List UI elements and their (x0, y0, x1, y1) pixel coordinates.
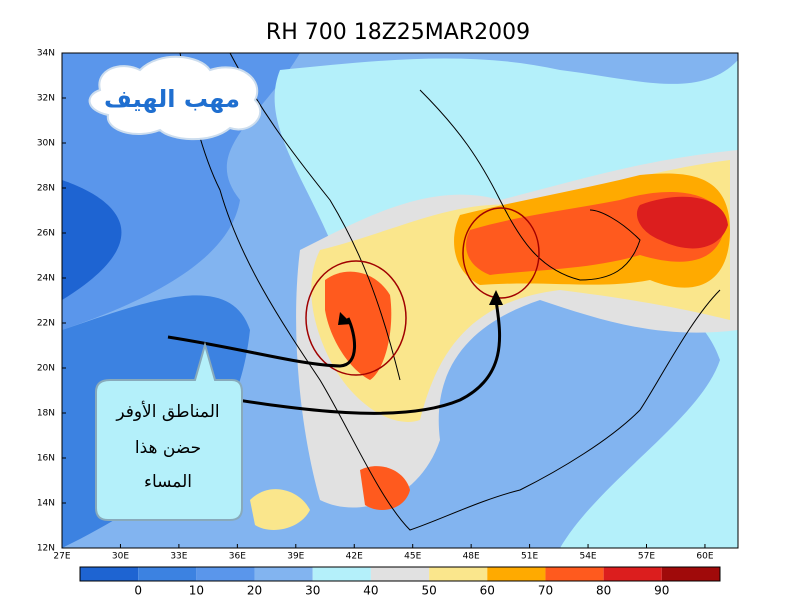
colorbar-label: 30 (305, 584, 320, 598)
lat-label: 16N (37, 454, 55, 464)
callout-line: المناطق الأوفر (115, 401, 219, 422)
lat-label: 30N (37, 139, 55, 149)
colorbar-segment (429, 567, 488, 581)
lon-label: 45E (404, 552, 421, 562)
colorbar-segment (487, 567, 546, 581)
lat-label: 14N (37, 499, 55, 509)
colorbar-label: 80 (596, 584, 611, 598)
colorbar-segment (312, 567, 371, 581)
lon-label: 54E (579, 552, 596, 562)
lon-label: 36E (229, 552, 246, 562)
colorbar-label: 40 (363, 584, 378, 598)
colorbar-label: 10 (189, 584, 204, 598)
arrowhead (489, 290, 503, 305)
colorbar-segment (196, 567, 255, 581)
map-frame (61, 52, 739, 549)
lat-label: 24N (37, 274, 55, 284)
coastlines (179, 52, 721, 531)
colorbar-label: 70 (538, 584, 553, 598)
lat-label: 22N (37, 319, 55, 329)
lon-label: 27E (53, 552, 70, 562)
lat-label: 20N (37, 364, 55, 374)
arrowhead (338, 312, 352, 325)
flow-arrow (204, 299, 502, 415)
lon-label: 60E (696, 552, 713, 562)
colorbar-label: 0 (134, 584, 142, 598)
colorbar-segment (370, 567, 430, 581)
callout-box (95, 341, 243, 521)
lat-label: 32N (37, 94, 55, 104)
lon-label: 30E (112, 552, 129, 562)
lon-label: 33E (170, 552, 187, 562)
cloud-bubble (88, 55, 262, 141)
colorbar-segment (80, 567, 139, 581)
colorbar-segment (545, 567, 604, 581)
lon-label: 42E (346, 552, 363, 562)
lat-label: 12N (37, 544, 55, 554)
lon-label: 51E (521, 552, 538, 562)
colorbar-segment (138, 567, 197, 581)
flow-arrow (167, 317, 357, 368)
colorbar-label: 60 (480, 584, 495, 598)
lat-label: 28N (37, 184, 55, 194)
colorbar-frame (79, 566, 721, 582)
wind-label: مهب الهيف (104, 85, 240, 113)
lon-label: 57E (638, 552, 655, 562)
lat-label: 18N (37, 409, 55, 419)
lat-label: 26N (37, 229, 55, 239)
highlight-ellipse (305, 260, 407, 376)
colorbar-segment (661, 567, 720, 581)
lon-label: 39E (287, 552, 304, 562)
colorbar-label: 50 (421, 584, 436, 598)
lon-label: 48E (463, 552, 480, 562)
colorbar-label: 90 (654, 584, 669, 598)
colorbar-segment (254, 567, 313, 581)
lat-label: 34N (37, 49, 55, 59)
highlight-ellipse (462, 207, 540, 299)
map-title: RH 700 18Z25MAR2009 (266, 20, 530, 45)
colorbar-label: 20 (247, 584, 262, 598)
callout-line: المساء (144, 472, 192, 492)
callout-line: حضن هذا (135, 438, 201, 458)
colorbar-segment (603, 567, 662, 581)
